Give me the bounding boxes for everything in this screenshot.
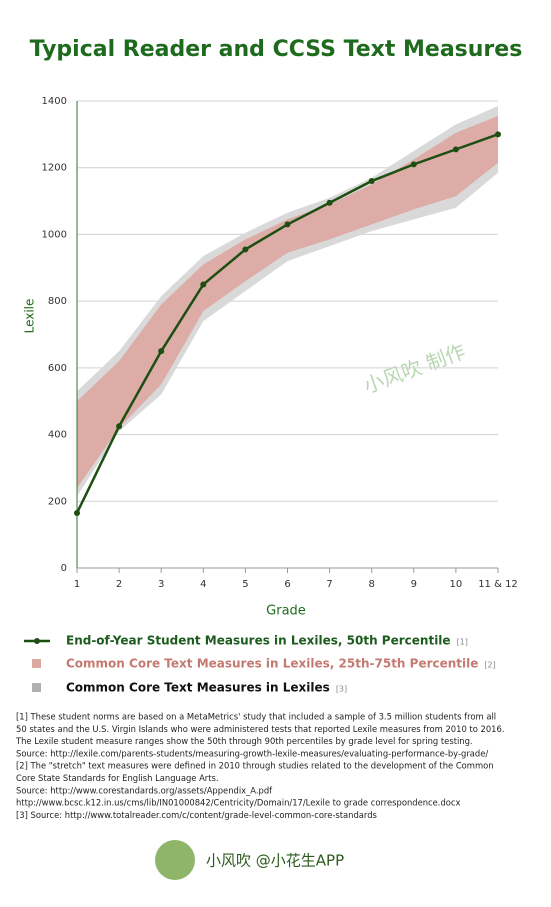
data-point [116, 423, 123, 430]
footnote: Core State Standards for English Languag… [16, 773, 219, 783]
y-tick-label: 0 [61, 563, 67, 574]
footnote: 50 states and the U.S. Virgin Islands wh… [16, 724, 504, 734]
x-tick-label: 9 [411, 579, 417, 590]
data-point [284, 221, 291, 228]
footer: 小风吹 @小花生APP [206, 852, 344, 870]
data-point [368, 178, 375, 185]
x-tick-label: 7 [326, 579, 332, 590]
y-tick-label: 400 [48, 430, 67, 441]
data-point [200, 281, 207, 288]
data-point [158, 348, 165, 355]
x-tick-label: 2 [116, 579, 122, 590]
legend-note: [2] [484, 661, 495, 670]
data-point [452, 146, 459, 153]
footnote: [1] These student norms are based on a M… [16, 712, 496, 722]
data-point [326, 199, 333, 206]
plot: 0 200 400 600 800 1000 1200 1400 1 2 3 4 5 6 7 8 9 10 11 &… [42, 96, 518, 590]
footnote: The Lexile student measure ranges show t… [15, 736, 473, 746]
y-tick-label: 1200 [42, 163, 67, 174]
y-tick-label: 1000 [42, 229, 67, 240]
x-axis-label: Grade [266, 604, 306, 619]
watermark: 小风吹 制作 [360, 339, 468, 398]
data-point [410, 161, 417, 168]
x-tick-label: 1 [74, 579, 80, 590]
y-tick-label: 1400 [42, 96, 67, 107]
legend-label: Common Core Text Measures in Lexiles [66, 681, 330, 695]
legend-label: End-of-Year Student Measures in Lexiles,… [66, 634, 451, 648]
footnote: Source: http://www.corestandards.org/ass… [16, 785, 273, 795]
legend-marker [34, 638, 40, 644]
footer-logo [155, 840, 195, 880]
x-tick-label: 8 [369, 579, 375, 590]
y-axis-label: Lexile [23, 299, 37, 334]
legend-swatch [32, 683, 41, 692]
x-tick-label: 10 [450, 579, 463, 590]
x-tick-label: 5 [242, 579, 248, 590]
legend-swatch [32, 659, 41, 668]
footnote: http://www.bcsc.k12.in.us/cms/lib/IN0100… [16, 798, 461, 808]
footnote: Source: http://lexile.com/parents-studen… [16, 748, 488, 758]
x-tick-label: 11 & 12 [478, 579, 518, 590]
x-tick-label: 6 [284, 579, 290, 590]
legend-note: [1] [457, 638, 468, 647]
y-tick-label: 200 [48, 496, 67, 507]
y-tick-label: 600 [48, 363, 67, 374]
legend-label: Common Core Text Measures in Lexiles, 25… [66, 657, 478, 671]
footnote: [2] The "stretch" text measures were def… [16, 761, 494, 771]
x-tick-label: 4 [200, 579, 206, 590]
data-point [495, 131, 501, 138]
data-point [74, 509, 80, 516]
band-area [77, 116, 498, 488]
footnote: [3] Source: http://www.totalreader.com/c… [16, 810, 377, 820]
chart-title: Typical Reader and CCSS Text Measures [30, 37, 523, 62]
y-tick-label: 800 [48, 296, 67, 307]
data-point [242, 246, 249, 253]
x-tick-label: 3 [158, 579, 164, 590]
legend-note: [3] [336, 685, 347, 694]
